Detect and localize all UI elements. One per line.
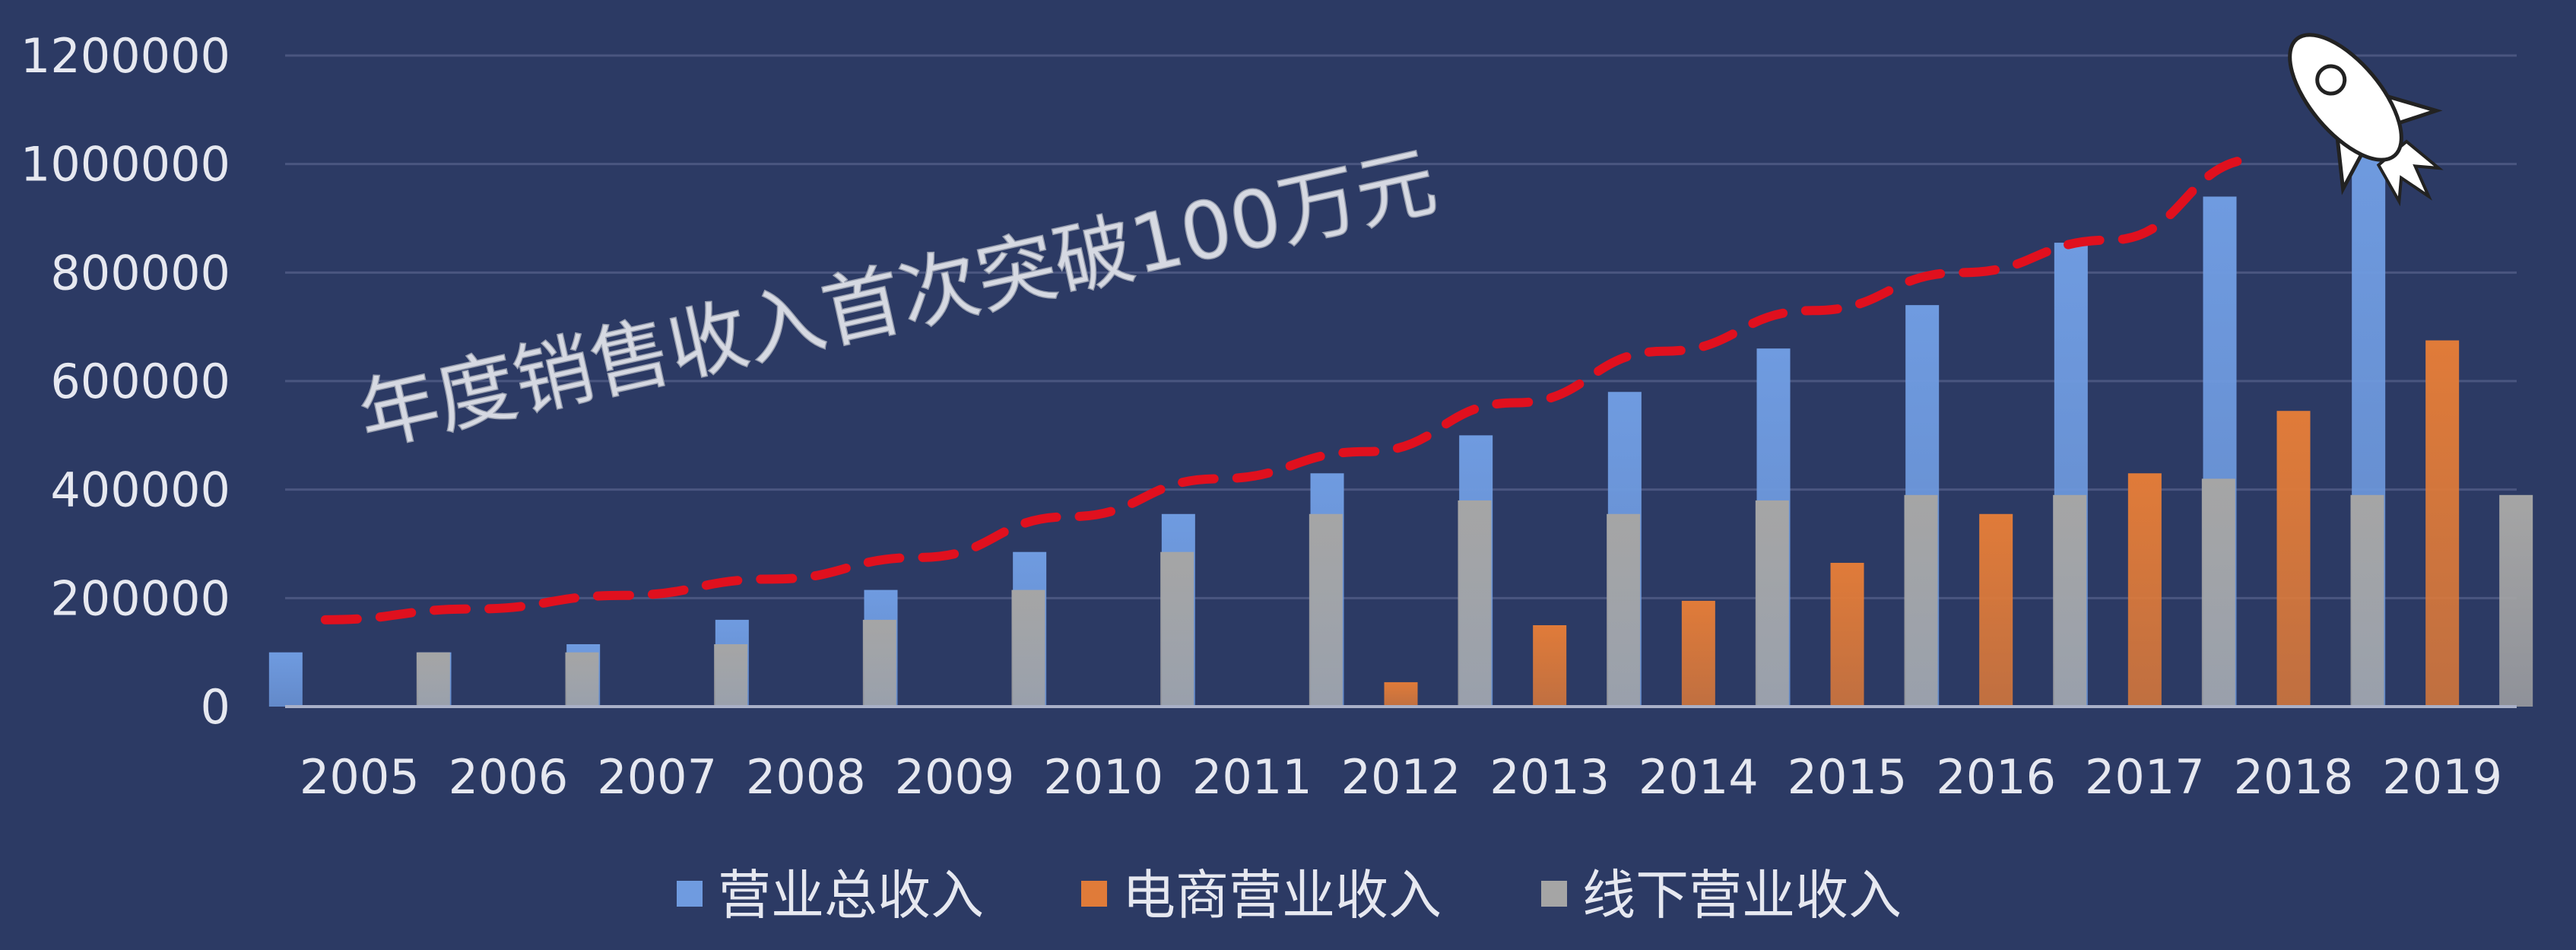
rocket-body	[2288, 33, 2403, 162]
bar-营业总收入-2005	[268, 652, 303, 707]
y-tick-label: 600000	[50, 354, 230, 409]
x-tick-label: 2007	[597, 749, 717, 805]
bar-线下营业收入-2017	[2201, 478, 2235, 707]
x-tick-label: 2008	[746, 749, 866, 805]
bar-线下营业收入-2008	[862, 619, 896, 707]
x-tick-label: 2009	[895, 749, 1015, 805]
bar-线下营业收入-2014	[1755, 500, 1789, 707]
legend: 营业总收入 电商营业收入 线下营业收入	[677, 864, 1902, 926]
legend-swatch	[1081, 881, 1107, 907]
bar-线下营业收入-2010	[1160, 551, 1194, 707]
y-tick-label: 1000000	[21, 137, 230, 192]
x-axis-tick-labels: 2005 2006 2007 2008 2009 2010 2011 2012 2013 2014…	[300, 749, 2502, 805]
x-tick-label: 2019	[2382, 749, 2502, 805]
x-tick-label: 2010	[1043, 749, 1163, 805]
y-tick-label: 800000	[50, 245, 230, 300]
bar-电商营业收入-2013	[1533, 625, 1567, 707]
x-tick-label: 2006	[449, 749, 569, 805]
y-tick-label: 400000	[50, 462, 230, 518]
bar-线下营业收入-2016	[2053, 494, 2087, 707]
bar-线下营业收入-2009	[1011, 589, 1045, 707]
y-tick-label: 200000	[50, 570, 230, 626]
x-tick-label: 2013	[1489, 749, 1610, 805]
bar-电商营业收入-2016	[1979, 513, 2013, 707]
bars	[268, 123, 2533, 707]
rocket-icon	[2288, 33, 2444, 207]
bar-线下营业收入-2015	[1904, 494, 1938, 707]
bar-线下营业收入-2006	[565, 652, 599, 707]
legend-label: 电商营业收入	[1122, 864, 1442, 926]
x-tick-label: 2011	[1192, 749, 1312, 805]
x-tick-label: 2012	[1341, 749, 1461, 805]
trend-line	[320, 154, 2264, 624]
legend-swatch	[677, 881, 703, 907]
legend-swatch	[1541, 881, 1567, 907]
bar-电商营业收入-2014	[1681, 600, 1715, 707]
bar-电商营业收入-2017	[2127, 473, 2162, 707]
bar-电商营业收入-2019	[2425, 340, 2460, 707]
annotation-text: 年度销售收入首次突破100万元	[351, 135, 1445, 463]
bar-电商营业收入-2015	[1830, 562, 1864, 707]
bar-电商营业收入-2018	[2276, 411, 2311, 707]
y-tick-label: 0	[201, 679, 230, 735]
x-tick-label: 2005	[300, 749, 420, 805]
x-tick-label: 2016	[1936, 749, 2056, 805]
bar-线下营业收入-2011	[1309, 513, 1343, 707]
legend-label: 营业总收入	[718, 864, 984, 926]
bar-线下营业收入-2005	[416, 652, 450, 707]
bar-电商营业收入-2012	[1384, 682, 1418, 707]
rocket-window	[2315, 64, 2347, 96]
x-tick-label: 2018	[2234, 749, 2354, 805]
x-tick-label: 2015	[1788, 749, 1908, 805]
bar-线下营业收入-2019	[2499, 494, 2533, 707]
y-axis-tick-labels: 0 200000 400000 600000 800000 1000000 1200000	[21, 28, 230, 735]
bar-线下营业收入-2018	[2350, 494, 2384, 707]
bar-线下营业收入-2012	[1458, 500, 1492, 707]
x-tick-label: 2017	[2085, 749, 2205, 805]
bar-线下营业收入-2013	[1607, 513, 1641, 707]
x-tick-label: 2014	[1639, 749, 1759, 805]
bar-线下营业收入-2007	[714, 643, 748, 707]
legend-label: 线下营业收入	[1582, 864, 1902, 926]
y-tick-label: 1200000	[21, 28, 230, 84]
